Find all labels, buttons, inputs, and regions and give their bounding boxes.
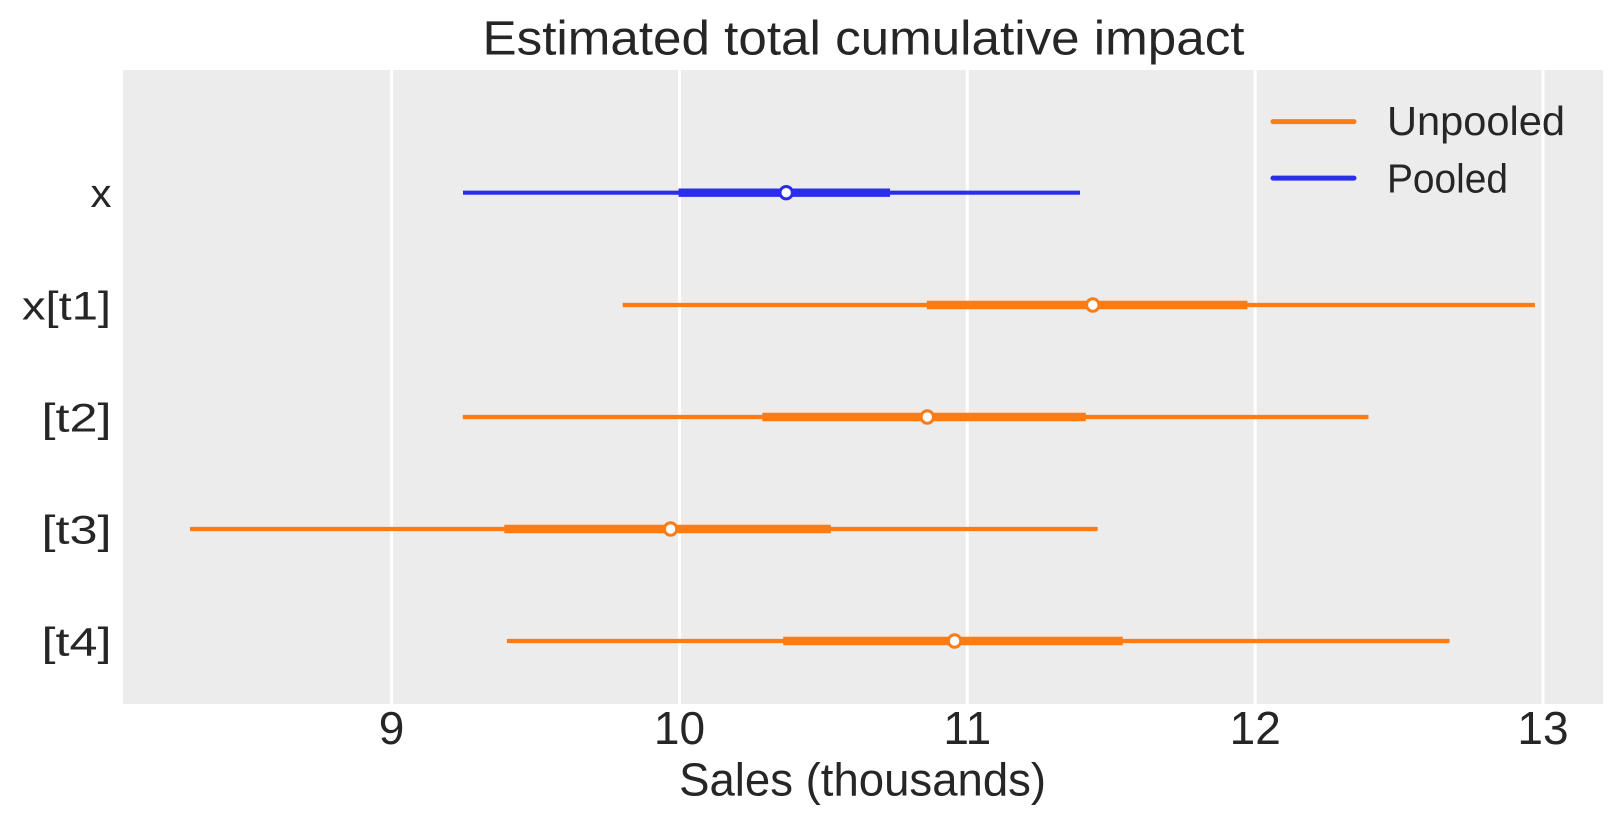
svg-text:11: 11 <box>943 702 991 754</box>
svg-text:Estimated total cumulative imp: Estimated total cumulative impact <box>483 12 1246 66</box>
svg-text:10: 10 <box>654 702 705 754</box>
svg-text:x: x <box>91 172 112 216</box>
svg-text:[t3]: [t3] <box>42 508 112 552</box>
svg-text:Pooled: Pooled <box>1387 155 1508 201</box>
svg-text:x[t1]: x[t1] <box>22 284 111 328</box>
svg-text:[t2]: [t2] <box>42 396 112 440</box>
svg-text:12: 12 <box>1230 702 1281 754</box>
svg-text:13: 13 <box>1517 702 1568 754</box>
svg-text:Unpooled: Unpooled <box>1387 98 1565 144</box>
svg-text:Sales (thousands): Sales (thousands) <box>679 754 1046 806</box>
svg-text:9: 9 <box>379 702 405 754</box>
svg-text:[t4]: [t4] <box>42 620 112 664</box>
